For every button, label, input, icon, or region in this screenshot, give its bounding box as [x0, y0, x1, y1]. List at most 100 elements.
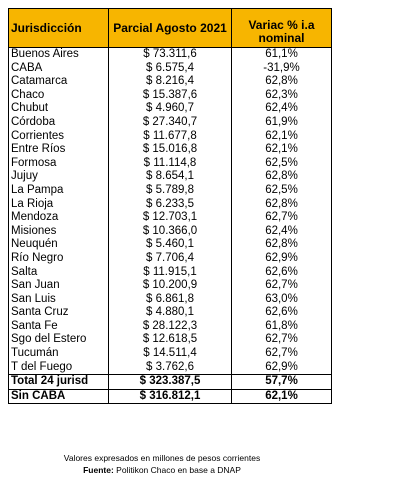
value-cell: $ 6.861,8: [108, 292, 232, 307]
jurisdiction-cell: Chaco: [8, 88, 109, 103]
pct-cell: 62,1%: [231, 143, 332, 157]
jurisdiction-cell: Mendoza: [8, 211, 109, 225]
value-cell: $ 11.915,1: [108, 265, 232, 280]
value-cell: $ 12.703,1: [108, 211, 232, 225]
table-row: Misiones $ 10.366,0 62,4%: [8, 224, 332, 239]
table-row: Santa Cruz $ 4.880,1 62,6%: [8, 306, 332, 320]
jurisdiction-cell: Córdoba: [8, 115, 109, 130]
value-cell: $ 6.575,4: [108, 61, 232, 76]
pct-cell: 62,5%: [231, 156, 332, 171]
table-row: Sin CABA $ 316.812,1 62,1%: [8, 388, 332, 405]
value-cell: $ 11.677,8: [108, 129, 232, 144]
pct-cell: 63,0%: [231, 292, 332, 307]
value-cell: $ 10.200,9: [108, 279, 232, 293]
value-cell: $ 5.789,8: [108, 183, 232, 198]
pct-cell: 61,1%: [231, 47, 332, 62]
table-row: Río Negro $ 7.706,4 62,9%: [8, 251, 332, 266]
jurisdiction-cell: Sgo del Estero: [8, 333, 109, 348]
header-variac-line1: Variac % i.a: [248, 18, 315, 32]
table-row: San Juan $ 10.200,9 62,7%: [8, 279, 332, 293]
value-cell: $ 7.706,4: [108, 251, 232, 266]
pct-cell: -31,9%: [231, 61, 332, 76]
jurisdiction-cell: Buenos Aires: [8, 47, 109, 62]
table-row: La Pampa $ 5.789,8 62,5%: [8, 183, 332, 198]
value-cell: $ 28.122,3: [108, 319, 232, 334]
pct-cell: 62,7%: [231, 347, 332, 361]
pct-cell: 62,3%: [231, 88, 332, 103]
jurisdiction-cell: Sin CABA: [8, 388, 109, 405]
pct-cell: 62,7%: [231, 333, 332, 348]
value-cell: $ 10.366,0: [108, 224, 232, 239]
jurisdiction-cell: Neuquén: [8, 238, 109, 252]
table-row: San Luis $ 6.861,8 63,0%: [8, 292, 332, 307]
table-row: CABA $ 6.575,4 -31,9%: [8, 61, 332, 76]
table-row: Chubut $ 4.960,7 62,4%: [8, 102, 332, 116]
pct-cell: 62,7%: [231, 279, 332, 293]
jurisdiction-cell: Jujuy: [8, 170, 109, 184]
header-row: Jurisdicción Parcial Agosto 2021 Variac …: [8, 8, 332, 48]
table-row: Formosa $ 11.114,8 62,5%: [8, 156, 332, 171]
table-row: Entre Ríos $ 15.016,8 62,1%: [8, 143, 332, 157]
value-cell: $ 14.511,4: [108, 347, 232, 361]
jurisdiction-cell: Santa Fe: [8, 319, 109, 334]
jurisdiction-cell: San Luis: [8, 292, 109, 307]
value-cell: $ 27.340,7: [108, 115, 232, 130]
pct-cell: 62,5%: [231, 183, 332, 198]
pct-cell: 61,8%: [231, 319, 332, 334]
jurisdiction-cell: Total 24 jurisd: [8, 374, 109, 390]
table-row: T del Fuego $ 3.762,6 62,9%: [8, 360, 332, 375]
value-cell: $ 323.387,5: [108, 374, 232, 390]
value-cell: $ 4.880,1: [108, 306, 232, 320]
value-cell: $ 3.762,6: [108, 360, 232, 375]
table-row: Mendoza $ 12.703,1 62,7%: [8, 211, 332, 225]
jurisdiction-cell: T del Fuego: [8, 360, 109, 375]
jurisdiction-cell: Entre Ríos: [8, 143, 109, 157]
pct-cell: 62,8%: [231, 197, 332, 212]
table-row: Salta $ 11.915,1 62,6%: [8, 265, 332, 280]
value-cell: $ 8.654,1: [108, 170, 232, 184]
value-cell: $ 12.618,5: [108, 333, 232, 348]
value-cell: $ 15.387,6: [108, 88, 232, 103]
table-row: Catamarca $ 8.216,4 62,8%: [8, 75, 332, 89]
pct-cell: 62,8%: [231, 238, 332, 252]
jurisdiction-cell: Formosa: [8, 156, 109, 171]
pct-cell: 61,9%: [231, 115, 332, 130]
value-cell: $ 316.812,1: [108, 388, 232, 405]
pct-cell: 62,1%: [231, 129, 332, 144]
header-jurisdiccion: Jurisdicción: [8, 8, 109, 48]
table-row: Tucumán $ 14.511,4 62,7%: [8, 347, 332, 361]
jurisdiction-cell: Corrientes: [8, 129, 109, 144]
table-row: Jujuy $ 8.654,1 62,8%: [8, 170, 332, 184]
value-cell: $ 8.216,4: [108, 75, 232, 89]
table-row: Chaco $ 15.387,6 62,3%: [8, 88, 332, 103]
jurisdiction-cell: Santa Cruz: [8, 306, 109, 320]
table-row: Total 24 jurisd $ 323.387,5 57,7%: [8, 374, 332, 390]
table-body: Buenos Aires $ 73.311,6 61,1% CABA $ 6.575,4…: [8, 47, 332, 405]
pct-cell: 62,7%: [231, 211, 332, 225]
jurisdiction-cell: Catamarca: [8, 75, 109, 89]
jurisdiction-cell: Tucumán: [8, 347, 109, 361]
footnote-source-text: Politikon Chaco en base a DNAP: [113, 465, 241, 475]
table-row: Corrientes $ 11.677,8 62,1%: [8, 129, 332, 144]
jurisdiction-cell: Salta: [8, 265, 109, 280]
value-cell: $ 73.311,6: [108, 47, 232, 62]
value-cell: $ 4.960,7: [108, 102, 232, 116]
pct-cell: 62,6%: [231, 306, 332, 320]
table-row: La Rioja $ 6.233,5 62,8%: [8, 197, 332, 212]
pct-cell: 62,9%: [231, 360, 332, 375]
table-row: Buenos Aires $ 73.311,6 61,1%: [8, 47, 332, 62]
header-variac: Variac % i.a nominal: [231, 8, 332, 48]
table-row: Santa Fe $ 28.122,3 61,8%: [8, 319, 332, 334]
value-cell: $ 11.114,8: [108, 156, 232, 171]
table-row: Sgo del Estero $ 12.618,5 62,7%: [8, 333, 332, 348]
pct-cell: 62,4%: [231, 102, 332, 116]
jurisdiction-cell: La Rioja: [8, 197, 109, 212]
jurisdiction-cell: La Pampa: [8, 183, 109, 198]
pct-cell: 62,9%: [231, 251, 332, 266]
jurisdiction-cell: San Juan: [8, 279, 109, 293]
jurisdiction-cell: Río Negro: [8, 251, 109, 266]
footnote-source-label: Fuente:: [83, 465, 114, 475]
pct-cell: 62,6%: [231, 265, 332, 280]
pct-cell: 57,7%: [231, 374, 332, 390]
header-variac-line2: nominal: [258, 31, 305, 45]
